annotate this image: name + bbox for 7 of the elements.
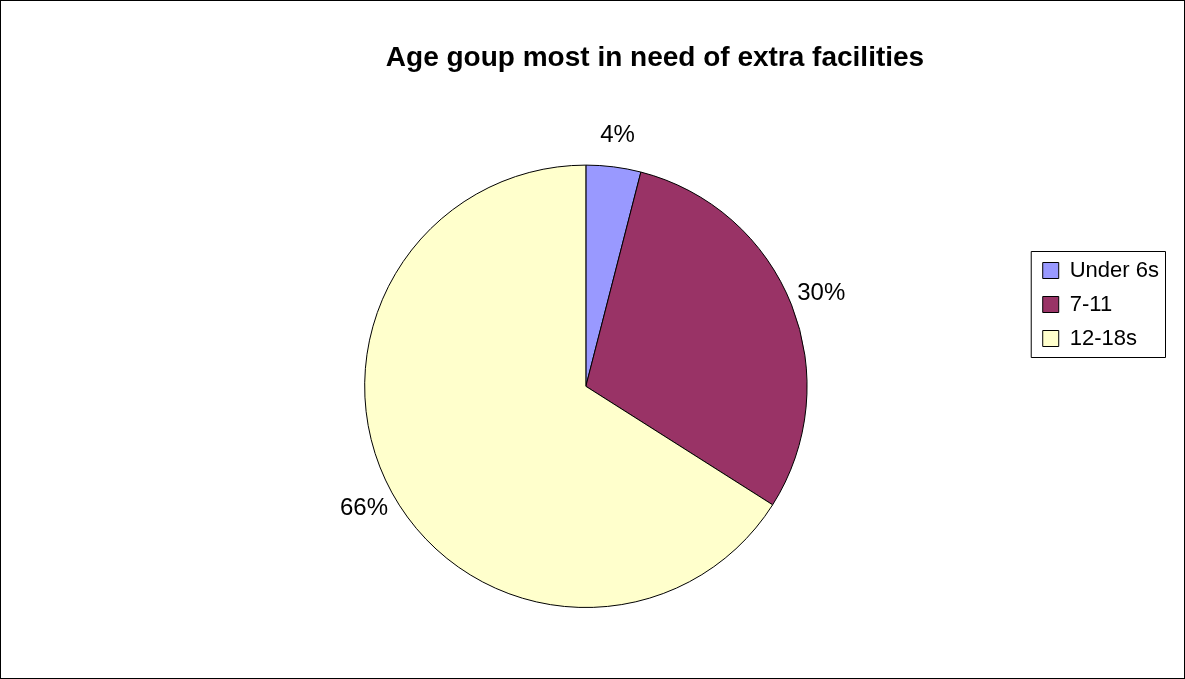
data-label: 30% [797,277,846,305]
chart-title: Age goup most in need of extra facilities [385,40,925,72]
legend-label: 7-11 [1069,290,1113,316]
data-label: 66% [339,492,389,520]
legend-label: 12-18s [1069,324,1138,350]
data-label: 4% [600,119,635,147]
legend-label: Under 6s [1069,256,1160,282]
